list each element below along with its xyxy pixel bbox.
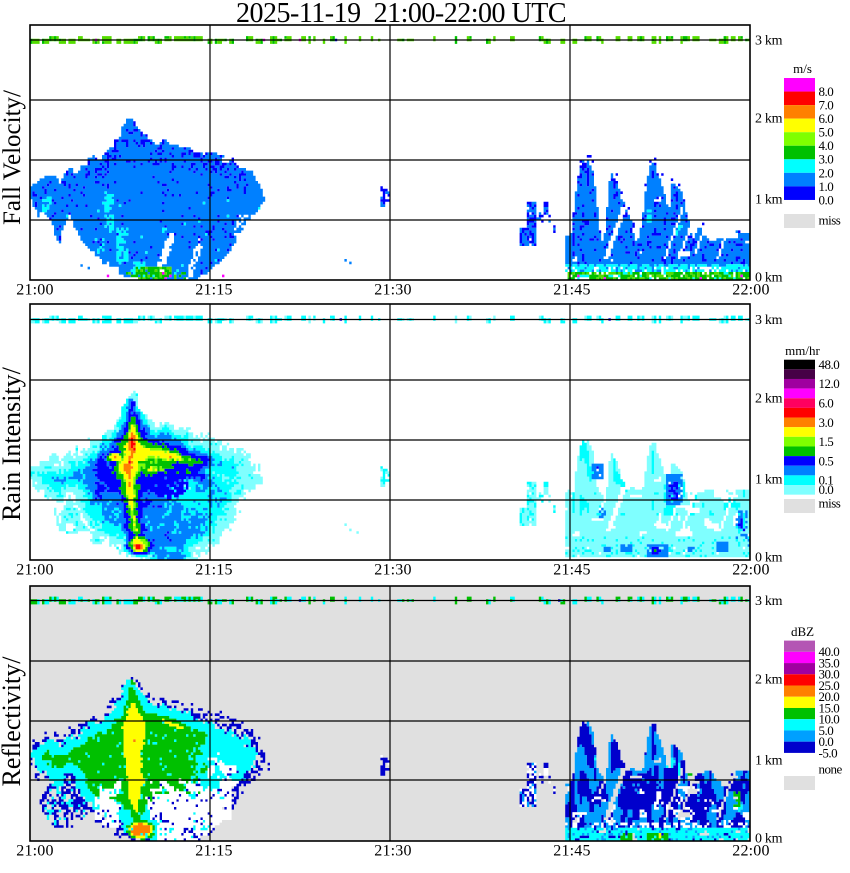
svg-text:miss: miss [819, 495, 841, 510]
svg-text:6.0: 6.0 [819, 111, 834, 126]
svg-text:0.1: 0.1 [819, 473, 834, 488]
svg-text:21:15: 21:15 [195, 562, 232, 579]
svg-text:25.0: 25.0 [819, 678, 840, 693]
svg-text:21:00: 21:00 [16, 562, 53, 579]
svg-text:5.0: 5.0 [819, 125, 834, 140]
svg-text:48.0: 48.0 [819, 357, 840, 372]
svg-text:1 km: 1 km [755, 193, 783, 208]
svg-text:21:15: 21:15 [195, 282, 232, 299]
svg-text:Reflectivity/: Reflectivity/ [0, 656, 26, 787]
svg-text:0 km: 0 km [755, 832, 783, 847]
svg-text:dBZ: dBZ [791, 624, 814, 639]
svg-text:20.0: 20.0 [819, 689, 840, 704]
svg-text:21:30: 21:30 [374, 562, 411, 579]
svg-text:30.0: 30.0 [819, 667, 840, 682]
svg-text:0.0: 0.0 [819, 192, 834, 207]
svg-text:m/s: m/s [793, 61, 812, 76]
svg-text:-5.0: -5.0 [819, 745, 838, 760]
svg-text:21:00: 21:00 [16, 843, 53, 860]
svg-text:5.0: 5.0 [819, 723, 834, 738]
svg-text:3.0: 3.0 [819, 152, 834, 167]
svg-text:Fall Velocity/: Fall Velocity/ [0, 90, 26, 225]
svg-text:4.0: 4.0 [819, 138, 834, 153]
svg-text:21:15: 21:15 [195, 843, 232, 860]
svg-text:40.0: 40.0 [819, 644, 840, 659]
svg-text:21:00: 21:00 [16, 282, 53, 299]
svg-text:12.0: 12.0 [819, 376, 840, 391]
svg-text:2 km: 2 km [755, 112, 783, 127]
svg-text:1.5: 1.5 [819, 434, 834, 449]
svg-text:2 km: 2 km [755, 673, 783, 688]
svg-text:2 km: 2 km [755, 392, 783, 407]
svg-text:21:45: 21:45 [553, 282, 590, 299]
svg-text:0.5: 0.5 [819, 453, 834, 468]
svg-text:1 km: 1 km [755, 473, 783, 488]
svg-text:21:30: 21:30 [374, 282, 411, 299]
svg-text:21:45: 21:45 [553, 843, 590, 860]
svg-text:none: none [819, 761, 843, 776]
svg-text:8.0: 8.0 [819, 84, 834, 99]
svg-text:10.0: 10.0 [819, 712, 840, 727]
svg-text:0 km: 0 km [755, 271, 783, 286]
svg-text:15.0: 15.0 [819, 700, 840, 715]
svg-text:22:00: 22:00 [732, 843, 769, 860]
svg-text:6.0: 6.0 [819, 395, 834, 410]
svg-text:3.0: 3.0 [819, 415, 834, 430]
svg-text:22:00: 22:00 [732, 282, 769, 299]
svg-text:21:45: 21:45 [553, 562, 590, 579]
svg-text:mm/hr: mm/hr [785, 343, 820, 358]
svg-text:3 km: 3 km [755, 313, 783, 328]
svg-text:35.0: 35.0 [819, 655, 840, 670]
svg-text:7.0: 7.0 [819, 98, 834, 113]
svg-text:Rain Intensity/: Rain Intensity/ [0, 366, 26, 521]
svg-text:1.0: 1.0 [819, 179, 834, 194]
svg-text:2025-11-19 21:00-22:00 UTC: 2025-11-19 21:00-22:00 UTC [236, 0, 566, 29]
svg-text:0.0: 0.0 [819, 734, 834, 749]
svg-text:3 km: 3 km [755, 594, 783, 609]
svg-text:miss: miss [819, 212, 841, 227]
svg-text:2.0: 2.0 [819, 165, 834, 180]
svg-text:22:00: 22:00 [732, 562, 769, 579]
svg-text:0 km: 0 km [755, 551, 783, 566]
svg-text:1 km: 1 km [755, 754, 783, 769]
svg-text:0.0: 0.0 [819, 482, 834, 497]
svg-text:21:30: 21:30 [374, 843, 411, 860]
svg-text:3 km: 3 km [755, 34, 783, 49]
